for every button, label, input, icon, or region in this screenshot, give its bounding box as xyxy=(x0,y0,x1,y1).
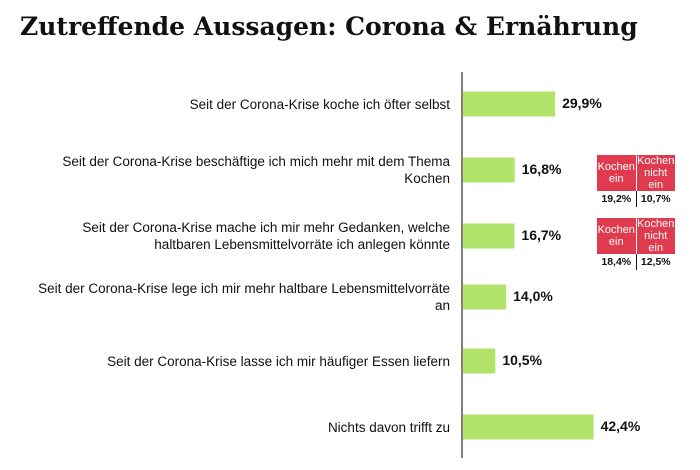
bar-3 xyxy=(463,284,507,310)
breakdown-values: 19,2% 10,7% xyxy=(597,191,675,207)
breakdown-value-1: 10,7% xyxy=(635,191,676,207)
value-label-5: 42,4% xyxy=(600,418,641,434)
category-label-2: Seit der Corona-Krise mache ich mir mehr… xyxy=(82,220,450,252)
value-label-2: 16,7% xyxy=(521,227,562,243)
bar-0 xyxy=(463,91,556,117)
breakdown-badge-0: Kochen ein Kochen nicht ein 19,2% 10,7% xyxy=(597,155,675,207)
breakdown-header-0: Kochen ein xyxy=(597,161,635,185)
bar-1 xyxy=(463,157,515,183)
breakdown-value-0: 18,4% xyxy=(601,256,632,268)
breakdown-header-1: Kochen nicht ein xyxy=(635,218,675,254)
breakdown-value-1: 12,5% xyxy=(635,254,676,270)
breakdown-header: Kochen ein Kochen nicht ein xyxy=(597,155,675,191)
value-label-0: 29,9% xyxy=(562,95,602,111)
category-label-1: Seit der Corona-Krise beschäftige ich mi… xyxy=(62,154,450,186)
category-label-4: Seit der Corona-Krise lasse ich mir häuf… xyxy=(107,353,450,369)
category-label-3: Seit der Corona-Krise lege ich mir mehr … xyxy=(38,281,450,313)
value-label-4: 10,5% xyxy=(502,352,543,368)
breakdown-badge-1: Kochen ein Kochen nicht ein 18,4% 12,5% xyxy=(597,218,675,270)
bar-2 xyxy=(463,223,515,249)
breakdown-header-0: Kochen ein xyxy=(597,224,635,248)
breakdown-header-1: Kochen nicht ein xyxy=(635,155,675,191)
chart-title: Zutreffende Aussagen: Corona & Ernährung xyxy=(20,12,638,41)
value-label-3: 14,0% xyxy=(513,288,553,304)
value-label-1: 16,8% xyxy=(521,161,562,177)
breakdown-value-0: 19,2% xyxy=(601,193,632,205)
breakdown-values: 18,4% 12,5% xyxy=(597,254,675,270)
bar-4 xyxy=(463,348,496,374)
category-label-5: Nichts davon trifft zu xyxy=(327,419,450,435)
category-label-0: Seit der Corona-Krise koche ich öfter se… xyxy=(189,96,450,112)
breakdown-header: Kochen ein Kochen nicht ein xyxy=(597,218,675,254)
bar-5 xyxy=(463,414,594,440)
